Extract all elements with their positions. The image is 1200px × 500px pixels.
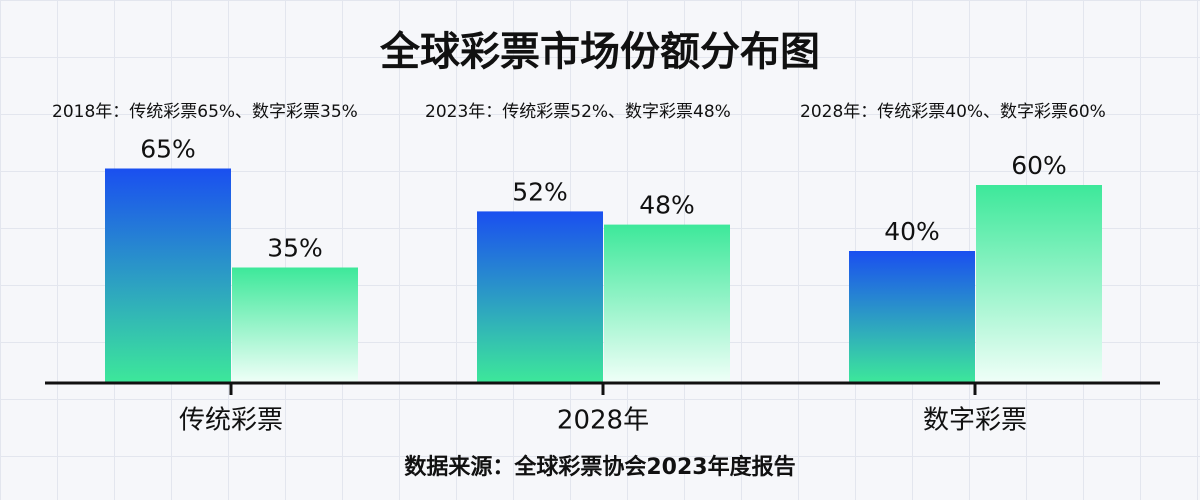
x-tick-label: 传统彩票: [179, 406, 283, 436]
chart-title: 全球彩票市场份额分布图: [379, 29, 820, 75]
value-label: 52%: [512, 177, 568, 206]
source-note: 数据来源：全球彩票协会2023年度报告: [404, 454, 795, 480]
value-label: 65%: [140, 135, 196, 164]
bar: [849, 251, 975, 383]
subtitle-note: 2018年：传统彩票65%、数字彩票35%: [52, 102, 358, 122]
value-label: 48%: [639, 191, 695, 220]
value-label: 40%: [884, 217, 940, 246]
x-tick-label: 2028年: [557, 406, 649, 436]
bar: [105, 168, 231, 383]
bar: [604, 224, 730, 383]
x-tick-label: 数字彩票: [923, 406, 1027, 436]
value-label: 60%: [1011, 151, 1067, 180]
bar: [976, 185, 1102, 383]
subtitle-note: 2023年：传统彩票52%、数字彩票48%: [425, 102, 731, 122]
value-label: 35%: [267, 234, 323, 263]
subtitle-note: 2028年：传统彩票40%、数字彩票60%: [800, 102, 1106, 122]
bar: [477, 211, 603, 383]
bar: [232, 267, 358, 383]
